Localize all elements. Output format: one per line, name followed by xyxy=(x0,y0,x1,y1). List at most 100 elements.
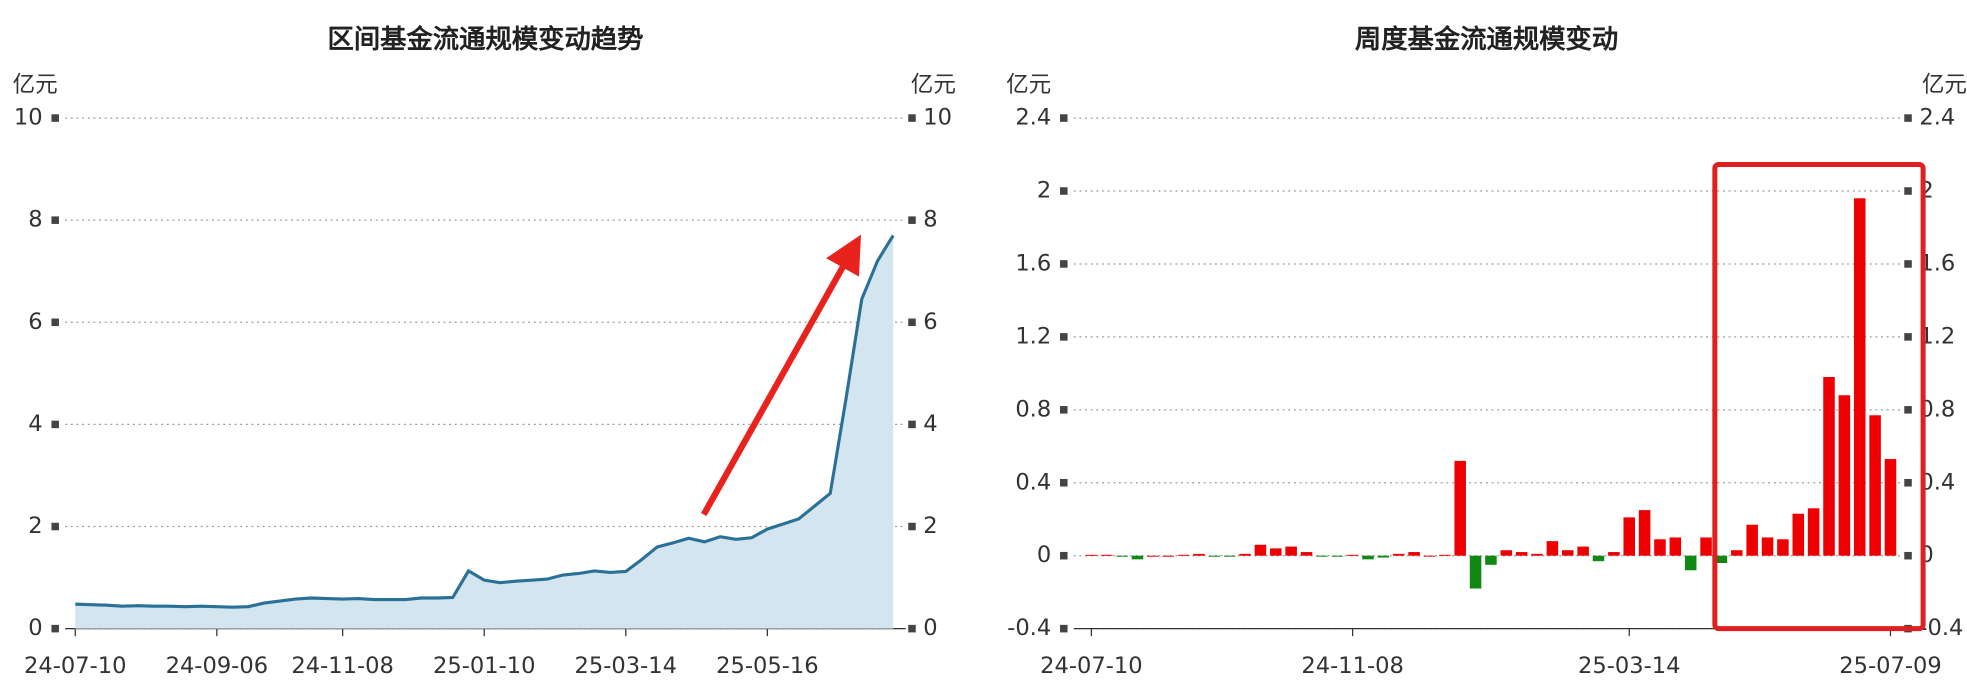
y2-tick-mark xyxy=(908,624,916,633)
y2-tick-label: -0.4 xyxy=(1919,615,1963,641)
y-tick-label: 1.2 xyxy=(1015,323,1051,349)
y-tick-mark xyxy=(1060,333,1068,341)
y2-tick-mark xyxy=(908,420,916,429)
y-tick-label: 2.4 xyxy=(1015,105,1051,131)
bar xyxy=(1684,555,1697,571)
y2-tick-label: 2 xyxy=(923,513,937,539)
y-tick-mark xyxy=(51,522,59,531)
y-axis-unit: 亿元 xyxy=(1006,72,1051,98)
trend-arrow xyxy=(701,234,861,517)
x-tick-label: 24-07-10 xyxy=(1040,653,1142,679)
bar xyxy=(1577,546,1589,556)
y-tick-mark xyxy=(1060,478,1068,487)
y2-tick-mark xyxy=(908,114,916,122)
bar xyxy=(1623,517,1635,556)
y-tick-mark xyxy=(1060,551,1068,560)
y-tick-label: 1.6 xyxy=(1015,250,1051,276)
y2-tick-mark xyxy=(1904,478,1912,487)
chart-title: 周度基金流通规模变动 xyxy=(1355,24,1618,55)
area xyxy=(75,235,894,629)
bar xyxy=(1500,550,1513,556)
y2-axis-unit: 亿元 xyxy=(1922,72,1967,98)
y2-tick-label: 10 xyxy=(923,105,952,131)
bar xyxy=(1546,541,1559,556)
y-tick-mark xyxy=(51,318,59,327)
bar xyxy=(1823,376,1835,556)
bar xyxy=(1131,555,1144,560)
y-tick-label: 0.8 xyxy=(1015,396,1051,422)
bar xyxy=(1638,510,1651,556)
bar xyxy=(1439,554,1451,556)
bar xyxy=(1193,553,1205,556)
y-tick-label: 2 xyxy=(1037,178,1051,204)
bar xyxy=(1853,198,1866,556)
chart-title: 区间基金流通规模变动趋势 xyxy=(328,24,644,55)
bar xyxy=(1531,553,1543,556)
y-tick-mark xyxy=(51,624,59,633)
y2-tick-mark xyxy=(1904,551,1912,560)
annotations xyxy=(701,161,1926,632)
y-tick-mark xyxy=(1060,406,1068,414)
y2-tick-mark xyxy=(908,522,916,531)
y2-tick-mark xyxy=(1904,114,1912,122)
y-tick-mark xyxy=(1060,624,1068,633)
y-tick-label: 2 xyxy=(28,513,42,539)
y2-tick-label: 2.4 xyxy=(1919,105,1955,131)
y-axis-unit: 亿元 xyxy=(13,72,58,98)
y-tick-mark xyxy=(51,420,59,429)
bar xyxy=(1239,553,1251,556)
bar xyxy=(1869,415,1881,556)
highlight-box xyxy=(1712,161,1926,632)
bar xyxy=(1884,459,1897,556)
bar xyxy=(1485,555,1497,565)
y2-tick-mark xyxy=(1904,333,1912,341)
bar xyxy=(1285,546,1297,556)
bar xyxy=(1270,548,1282,556)
y2-tick-mark xyxy=(1904,260,1912,268)
y2-tick-label: 6 xyxy=(923,309,937,335)
x-tick-label: 25-01-10 xyxy=(433,653,535,679)
bar xyxy=(1469,555,1482,589)
bar xyxy=(1761,537,1774,556)
y2-tick-label: 4 xyxy=(923,411,937,437)
bar xyxy=(1700,537,1712,556)
y2-tick-label: 0 xyxy=(923,615,937,641)
bar xyxy=(1392,553,1405,556)
bar xyxy=(1731,550,1743,556)
bar xyxy=(1162,555,1174,557)
x-tick-label: 24-11-08 xyxy=(291,653,393,679)
y2-tick-mark xyxy=(1904,406,1912,414)
y-tick-label: 0 xyxy=(1037,542,1051,568)
bar xyxy=(1807,508,1820,556)
y2-tick-mark xyxy=(908,216,916,224)
x-tick-label: 25-05-16 xyxy=(716,653,818,679)
bar xyxy=(1792,513,1805,556)
y-tick-mark xyxy=(1060,260,1068,268)
y-tick-mark xyxy=(1060,187,1068,195)
bar xyxy=(1515,552,1528,556)
bar xyxy=(1592,555,1605,562)
bar xyxy=(1423,555,1436,557)
bar xyxy=(1346,554,1359,556)
bar xyxy=(1562,550,1574,556)
bar xyxy=(1838,395,1851,556)
bar xyxy=(1100,554,1113,556)
y-tick-label: 8 xyxy=(28,207,42,233)
bar xyxy=(1254,544,1267,556)
bar xyxy=(1300,552,1313,556)
y2-tick-mark xyxy=(1904,187,1912,195)
bar xyxy=(1715,555,1728,563)
x-tick-label: 25-03-14 xyxy=(575,653,677,679)
y-tick-mark xyxy=(51,114,59,122)
bar xyxy=(1116,555,1128,557)
bar xyxy=(1362,555,1374,560)
bar xyxy=(1208,555,1221,557)
bar xyxy=(1085,554,1098,556)
bar xyxy=(1331,555,1344,557)
bar xyxy=(1316,555,1328,557)
bar xyxy=(1746,524,1758,556)
bar xyxy=(1177,554,1190,556)
bar xyxy=(1147,555,1159,557)
x-tick-label: 24-07-10 xyxy=(24,653,126,679)
